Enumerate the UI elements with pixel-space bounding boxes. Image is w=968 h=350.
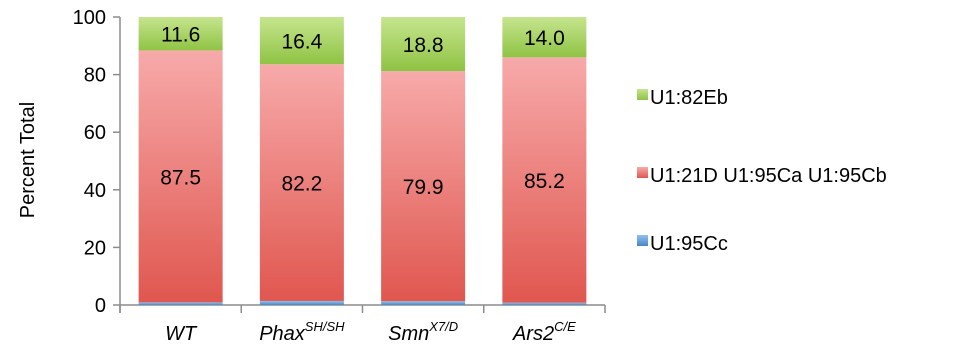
y-tick-label: 20 bbox=[84, 237, 106, 259]
bar-segment bbox=[381, 17, 466, 72]
legend-label: U1:21D U1:95Ca U1:95Cb bbox=[650, 165, 887, 187]
bar-segment bbox=[259, 64, 344, 301]
data-label: 79.9 bbox=[403, 176, 444, 199]
legend-swatch bbox=[637, 89, 648, 100]
bar-segment bbox=[138, 17, 223, 51]
bar-segment bbox=[138, 50, 223, 303]
data-label: 14.0 bbox=[524, 27, 565, 50]
axes: 0 20 40 60 80 100 WT PhaxSH/SH SmnX7/D Ars2C/E bbox=[73, 7, 606, 345]
legend-label: U1:82Eb bbox=[650, 87, 728, 109]
bar-segment bbox=[381, 71, 466, 302]
y-tick-label: 100 bbox=[73, 7, 106, 29]
x-tick-label: Ars2C/E bbox=[512, 319, 576, 345]
y-tick-label: 0 bbox=[95, 295, 106, 317]
data-label: 87.5 bbox=[160, 166, 201, 189]
bar-segment bbox=[502, 17, 587, 58]
legend: U1:95Cc U1:21D U1:95Ca U1:95Cb U1:82Eb bbox=[637, 87, 887, 255]
legend-label: U1:95Cc bbox=[650, 233, 728, 255]
y-tick-label: 80 bbox=[84, 65, 106, 87]
bars: 87.5 11.6 82.2 16.4 79.9 18.8 85.2 14.0 bbox=[138, 17, 587, 305]
bar-segment bbox=[381, 301, 466, 305]
legend-swatch bbox=[637, 167, 648, 178]
bar-segment bbox=[138, 302, 223, 305]
x-tick-label: PhaxSH/SH bbox=[259, 319, 345, 345]
x-tick-label: SmnX7/D bbox=[388, 319, 458, 345]
y-tick-label: 40 bbox=[84, 180, 106, 202]
data-label: 11.6 bbox=[161, 24, 200, 47]
y-tick-label: 60 bbox=[84, 122, 106, 144]
bar-segment bbox=[259, 300, 344, 305]
data-label: 16.4 bbox=[281, 31, 322, 54]
bar-segment bbox=[502, 57, 587, 303]
y-axis-title: Percent Total bbox=[17, 102, 39, 218]
data-label: 18.8 bbox=[403, 34, 444, 57]
data-label: 85.2 bbox=[524, 170, 565, 193]
legend-swatch bbox=[637, 235, 648, 246]
bar-segment bbox=[259, 17, 344, 65]
x-tick-label: WT bbox=[165, 323, 198, 345]
data-label: 82.2 bbox=[281, 173, 322, 196]
bar-segment bbox=[502, 302, 587, 305]
